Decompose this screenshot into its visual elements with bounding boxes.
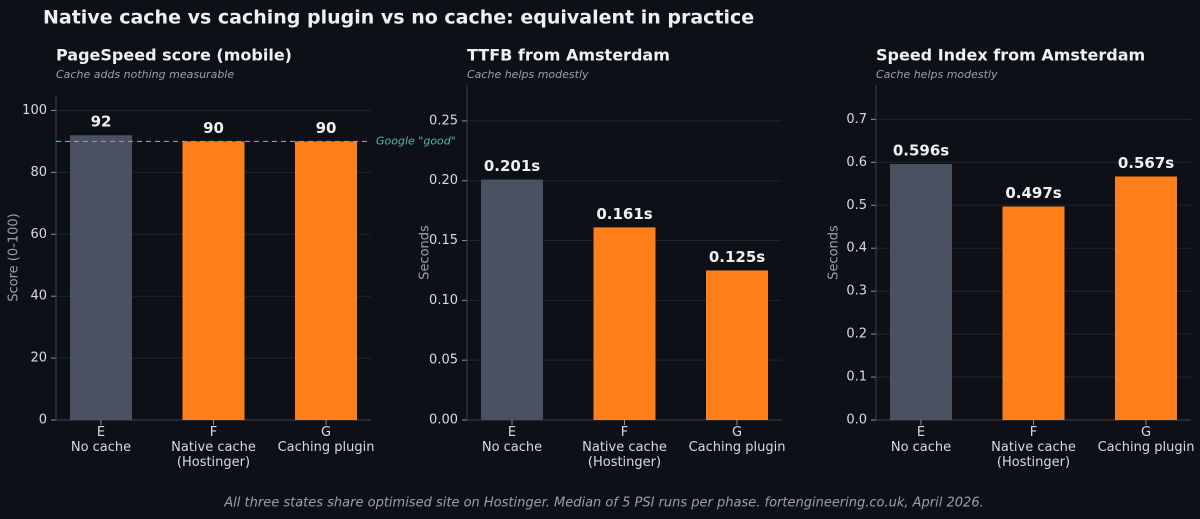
bar (481, 179, 543, 420)
bar (70, 135, 132, 420)
y-tick-label: 0.4 (846, 241, 867, 256)
chart-title: PageSpeed score (mobile) (56, 46, 292, 65)
chart-title: Speed Index from Amsterdam (876, 46, 1145, 65)
y-tick-label: 0.6 (846, 155, 867, 170)
chart-subtitle: Cache adds nothing measurable (56, 68, 234, 81)
y-tick-label: 0.2 (846, 327, 867, 342)
value-label: 0.567s (1118, 154, 1174, 172)
bar (706, 270, 768, 420)
y-tick-label: 0.0 (846, 413, 867, 428)
value-label: 0.161s (596, 205, 652, 223)
bar (1002, 206, 1065, 420)
y-tick-label: 0.3 (846, 284, 867, 299)
y-tick-label: 0 (39, 413, 47, 428)
y-tick-label: 0.25 (429, 113, 458, 128)
bar (890, 164, 952, 420)
y-axis-label: Seconds (418, 225, 433, 280)
y-tick-label: 0.7 (846, 112, 867, 127)
y-tick-label: 0.05 (429, 353, 458, 368)
bar (593, 227, 656, 420)
y-tick-label: 0.00 (429, 413, 458, 428)
x-tick-label: F Native cache (Hostinger) (171, 425, 256, 470)
value-label: 90 (316, 119, 337, 137)
y-tick-label: 40 (30, 289, 47, 304)
chart-subtitle: Cache helps modestly (467, 68, 589, 81)
x-tick-label: G Caching plugin (1098, 425, 1195, 455)
value-label: 0.125s (709, 248, 765, 266)
value-label: 0.497s (1005, 184, 1061, 202)
y-tick-label: 100 (22, 103, 47, 118)
y-tick-label: 0.5 (846, 198, 867, 213)
bar (182, 141, 245, 420)
y-tick-label: 0.1 (846, 370, 867, 385)
y-tick-label: 0.20 (429, 173, 458, 188)
value-label: 92 (91, 113, 112, 131)
bar (295, 141, 357, 420)
figure-title: Native cache vs caching plugin vs no cac… (43, 7, 754, 29)
x-tick-label: G Caching plugin (689, 425, 786, 455)
y-axis-label: Score (0-100) (7, 213, 22, 301)
value-label: 0.596s (893, 142, 949, 160)
chart-subtitle: Cache helps modestly (876, 68, 998, 81)
value-label: 90 (203, 119, 224, 137)
y-axis-label: Seconds (827, 225, 842, 280)
value-label: 0.201s (484, 157, 540, 175)
x-tick-label: F Native cache (Hostinger) (582, 425, 667, 470)
x-tick-label: E No cache (71, 425, 131, 455)
chart-title: TTFB from Amsterdam (467, 46, 670, 65)
y-tick-label: 60 (30, 227, 47, 242)
x-tick-label: F Native cache (Hostinger) (991, 425, 1076, 470)
x-tick-label: E No cache (482, 425, 542, 455)
bar (1115, 176, 1177, 420)
footnote: All three states share optimised site on… (223, 496, 983, 511)
y-tick-label: 20 (30, 351, 47, 366)
x-tick-label: G Caching plugin (278, 425, 375, 455)
y-tick-label: 0.10 (429, 293, 458, 308)
x-tick-label: E No cache (891, 425, 951, 455)
y-tick-label: 80 (30, 165, 47, 180)
reference-label: Google "good" (376, 134, 456, 147)
y-tick-label: 0.15 (429, 233, 458, 248)
